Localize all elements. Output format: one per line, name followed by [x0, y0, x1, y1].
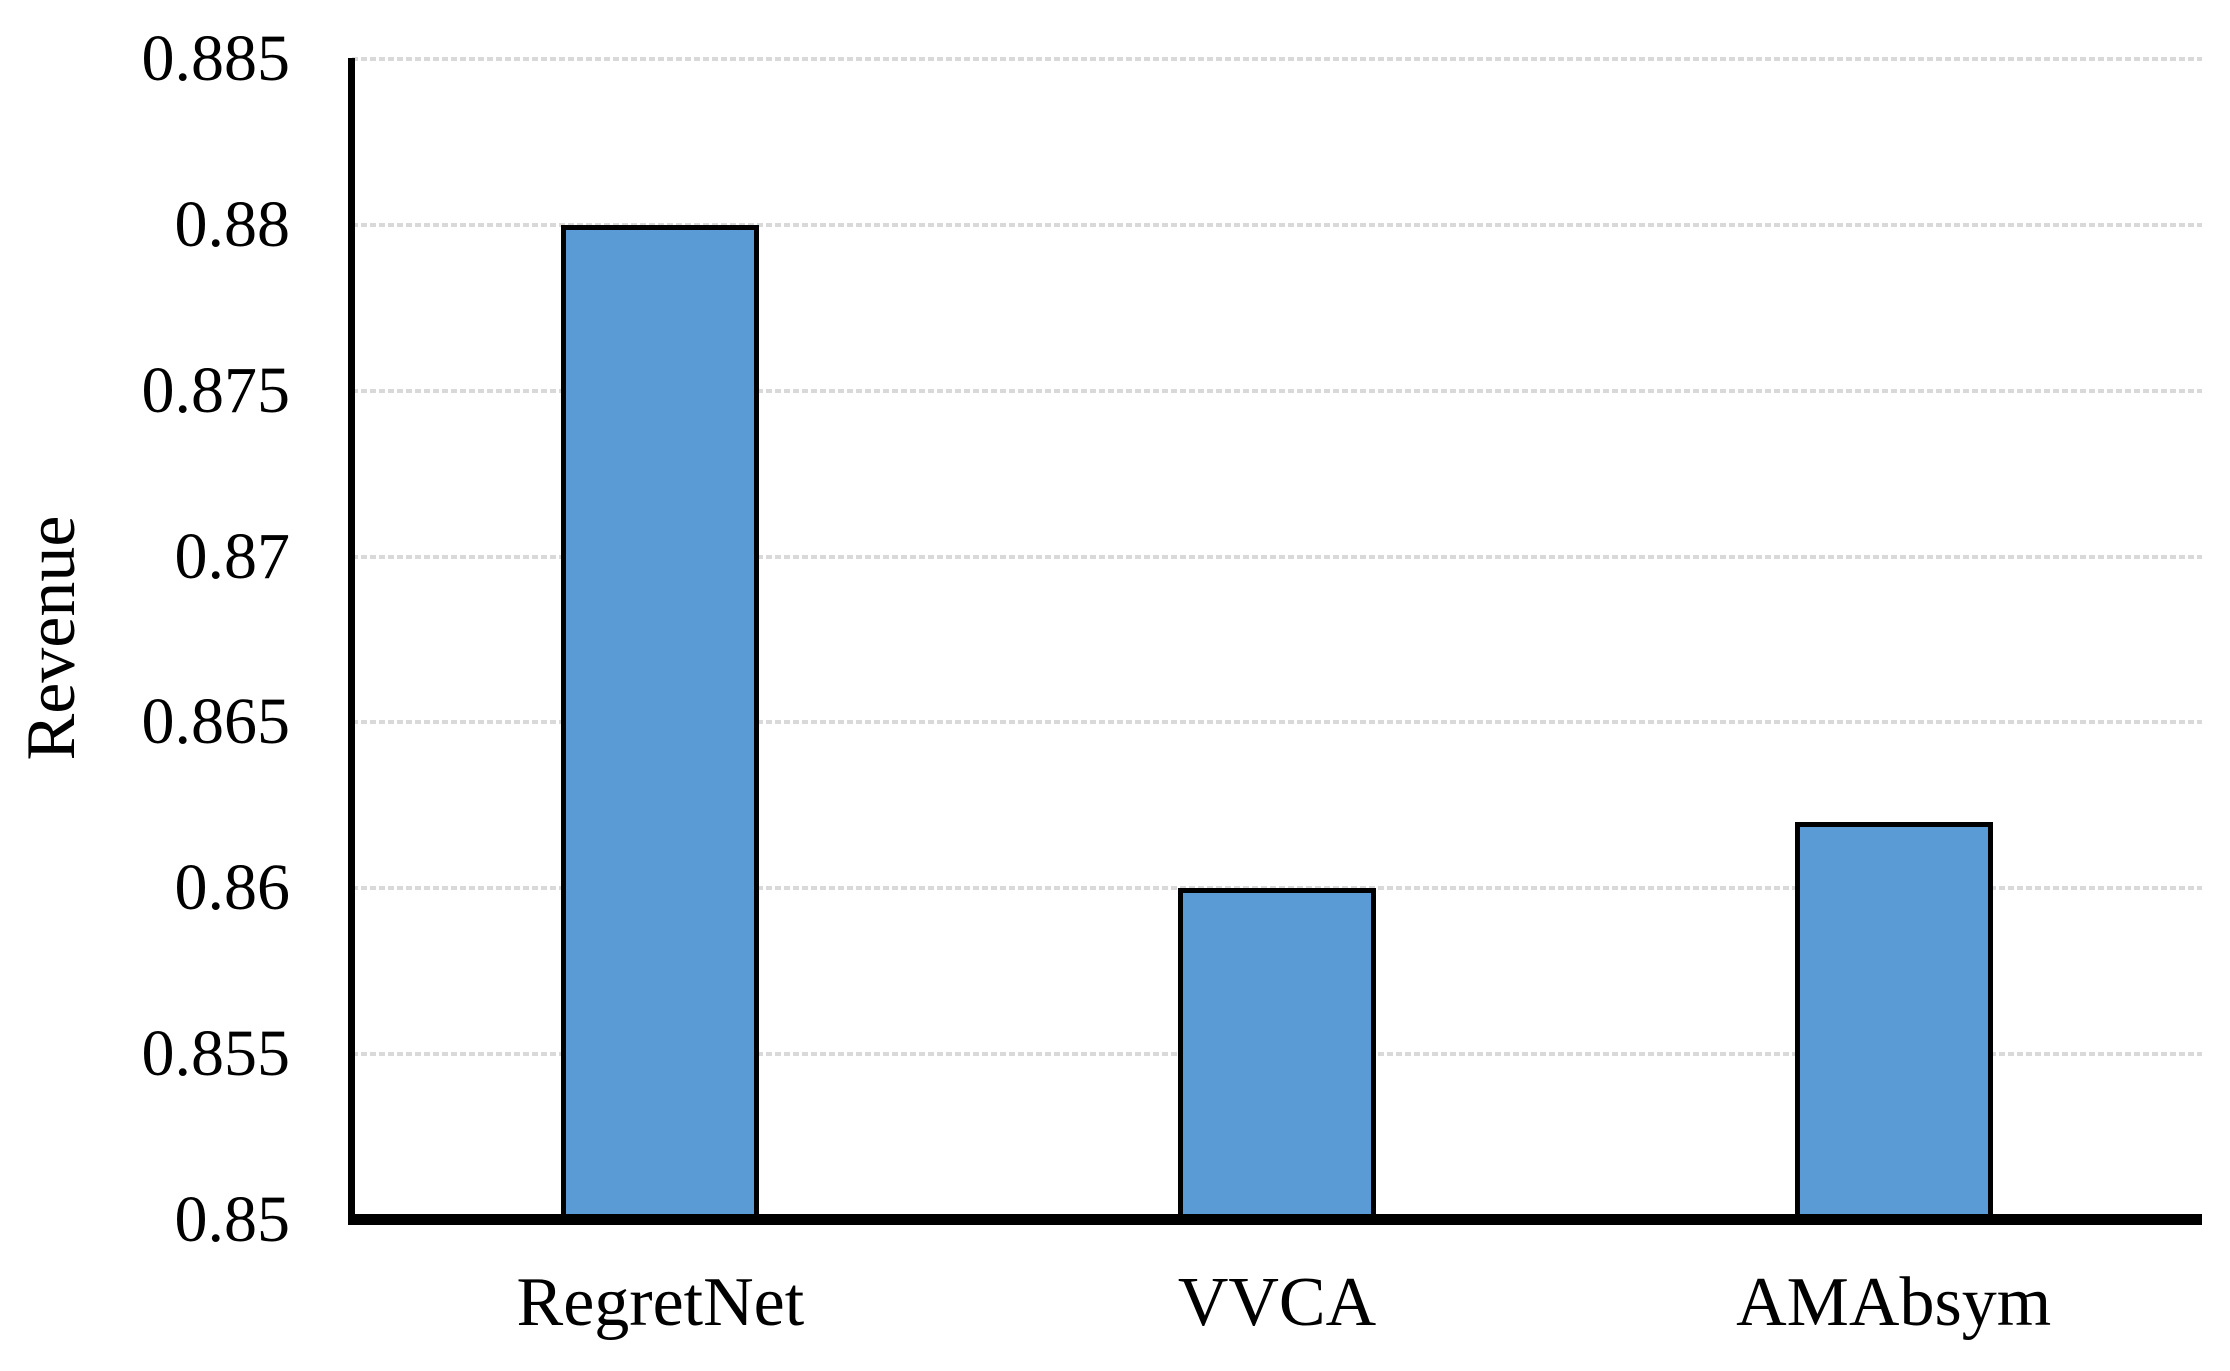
y-tick-label: 0.85 [174, 1183, 291, 1256]
gridline [352, 222, 2202, 227]
x-category-label-regretnet: RegretNet [516, 1264, 805, 1341]
bar-vvca [1178, 888, 1376, 1220]
y-tick-label: 0.855 [141, 1017, 291, 1091]
bar-regretnet [561, 224, 760, 1220]
y-axis-line [348, 58, 355, 1225]
gridline [352, 388, 2202, 393]
y-tick-label: 0.88 [174, 187, 291, 261]
gridline [352, 554, 2202, 559]
y-tick-label: 0.885 [141, 22, 291, 95]
gridline [352, 720, 2202, 725]
y-tick-label: 0.87 [174, 519, 291, 593]
bar-amabsym [1794, 821, 1993, 1220]
x-category-label-amabsym: AMAbsym [1736, 1264, 2052, 1341]
gridline [352, 57, 2202, 61]
y-tick-label: 0.86 [174, 851, 291, 925]
y-tick-label: 0.865 [141, 685, 291, 759]
y-tick-label: 0.875 [141, 353, 291, 427]
x-category-label-vvca: VVCA [1177, 1264, 1377, 1341]
x-axis-line [348, 1214, 2202, 1225]
